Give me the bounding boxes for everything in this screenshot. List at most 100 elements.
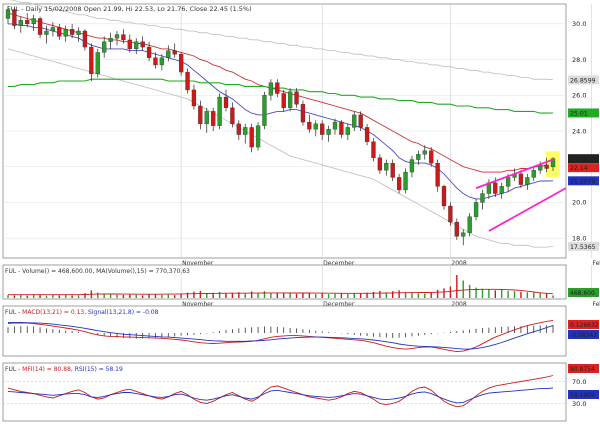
volume-bar [174, 295, 176, 298]
month-label: November [182, 301, 214, 308]
candle-body [178, 54, 184, 73]
volume-bar [436, 289, 439, 298]
candle-body [281, 93, 286, 108]
month-label: February [592, 260, 600, 267]
candle-body [25, 20, 30, 25]
volume-bar [366, 292, 368, 298]
volume-bar [244, 293, 246, 298]
candle-body [12, 9, 17, 26]
candle-body [76, 30, 81, 35]
ma-fast-line [8, 23, 554, 200]
mfi-value-tag-label: 58.1909 [570, 392, 595, 399]
volume-bar [97, 292, 99, 298]
macd-value-tag-label: 0.126632 [570, 322, 599, 329]
volume-bar [84, 293, 86, 298]
volume-bar [488, 289, 490, 298]
volume-bar [507, 290, 509, 298]
volume-bar [58, 295, 60, 298]
macd-title-signal: Signal(13,21,8) = -0.08 [88, 309, 159, 316]
price-y-tick: 20.0 [572, 199, 586, 207]
candle-body [326, 129, 331, 135]
volume-bar [212, 292, 214, 298]
volume-bar [501, 290, 503, 298]
candle-body [44, 30, 49, 35]
volume-bar [372, 291, 375, 298]
volume-bar [225, 293, 227, 298]
volume-bar [116, 294, 118, 298]
ma-mid-line [7, 12, 554, 173]
candle-body [345, 127, 350, 135]
macd-title-prefix: FUL - [5, 309, 22, 316]
candle-body [352, 114, 357, 128]
volume-bar [392, 291, 394, 298]
candle-body [332, 121, 338, 130]
volume-bar [462, 280, 464, 298]
candle-body [461, 232, 466, 237]
volume-bar [161, 294, 163, 298]
volume-bar [398, 290, 400, 298]
candle-body [275, 82, 280, 94]
volume-bar [327, 294, 330, 298]
candle-body [377, 157, 383, 171]
candle-body [69, 29, 75, 35]
volume-bar [334, 293, 336, 298]
volume-bar [180, 293, 182, 298]
mfi-y-tick: 70.0 [572, 378, 586, 386]
volume-panel: November December 2008 February FUL - Volum… [2, 264, 600, 308]
candle-body [550, 158, 556, 168]
candle-body [185, 71, 190, 91]
price-y-tick: 28.0 [572, 56, 586, 64]
price-value-tag-label: 22.45 [570, 156, 588, 163]
candle-body [18, 20, 23, 26]
candle-body [448, 205, 453, 223]
month-label: November [182, 260, 214, 267]
volume-bar [539, 292, 541, 298]
volume-bar [456, 275, 458, 298]
volume-bar [71, 295, 73, 298]
candle-body [313, 123, 318, 130]
candle-body [5, 9, 11, 19]
price-value-tag-label: 26.8599 [570, 77, 596, 84]
volume-bar [494, 290, 496, 298]
volume-bar [186, 292, 189, 298]
candle-body [31, 18, 36, 25]
candle-body [473, 202, 479, 217]
price-value-tag [568, 75, 599, 85]
volume-bar [13, 295, 16, 298]
volume-bar [379, 290, 381, 298]
candle-body [37, 18, 43, 35]
candle-body [114, 34, 120, 39]
candle-body [204, 111, 209, 125]
macd-signal-line [8, 321, 554, 350]
volume-bar [289, 293, 291, 298]
macd-line [7, 319, 554, 353]
mfi-value-tag [568, 364, 599, 373]
candle-body [294, 91, 299, 105]
candle-body [429, 150, 434, 164]
candle-body [191, 89, 197, 107]
candle-body [364, 127, 370, 142]
month-label: February [592, 301, 600, 308]
candle-body [217, 96, 222, 126]
volume-ma-line [8, 288, 554, 296]
price-value-tag-label: 25.01 [570, 110, 588, 117]
mfi-title-mfi: MFI(14) = 80.88 [22, 366, 71, 373]
candle-body [262, 95, 267, 126]
candle-body [287, 91, 293, 108]
candle-body [153, 57, 158, 66]
volume-bar [545, 293, 548, 298]
volume-bar [302, 293, 304, 298]
volume-bar [193, 291, 195, 298]
candle-body [57, 27, 62, 37]
candle-body [102, 41, 107, 53]
volume-bar [359, 293, 362, 298]
volume-bar [443, 288, 445, 298]
candle-body [544, 164, 549, 169]
ma-slow-line [8, 78, 554, 114]
volume-bar [148, 294, 150, 298]
volume-bar [295, 293, 298, 298]
mfi-y-tick: 30.0 [572, 400, 586, 408]
volume-bar [481, 288, 484, 298]
candle-body [409, 159, 415, 173]
candle-body [198, 105, 203, 125]
